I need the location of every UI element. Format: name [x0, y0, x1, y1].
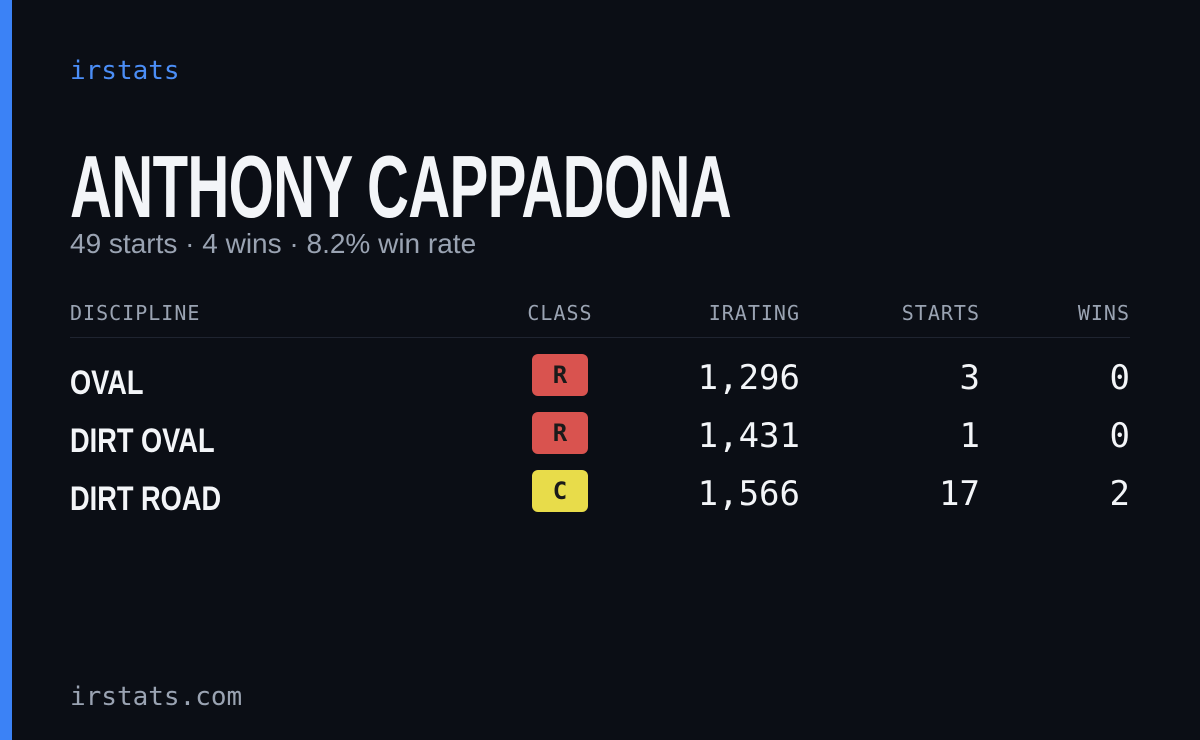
wins: 0 [1109, 416, 1130, 456]
starts: 3 [959, 358, 980, 398]
starts: 1 [959, 416, 980, 456]
header-cell: DISCIPLINE [70, 301, 201, 325]
class-badge: R [532, 412, 588, 454]
discipline: DIRT OVAL [70, 422, 215, 460]
discipline: DIRT ROAD [70, 480, 222, 518]
header-cell: IRATING [708, 301, 800, 325]
header-cell: CLASS [527, 301, 593, 325]
wins: 2 [1109, 474, 1130, 514]
discipline: OVAL [70, 364, 144, 402]
class-badge: C [532, 470, 588, 512]
brand: irstats [70, 56, 180, 86]
header-rule [70, 337, 1130, 338]
class-badge: R [532, 354, 588, 396]
starts: 17 [939, 474, 980, 514]
header-cell: STARTS [901, 301, 980, 325]
accent-bar [0, 0, 12, 740]
footer: irstats.com [70, 682, 243, 712]
wins: 0 [1109, 358, 1130, 398]
irating: 1,566 [697, 474, 800, 514]
driver-summary: 49 starts · 4 wins · 8.2% win rate [70, 228, 477, 259]
irating: 1,431 [697, 416, 800, 456]
header-cell: WINS [1077, 301, 1130, 325]
driver-name: ANTHONY CAPPADONA [70, 137, 732, 236]
irating: 1,296 [697, 358, 800, 398]
